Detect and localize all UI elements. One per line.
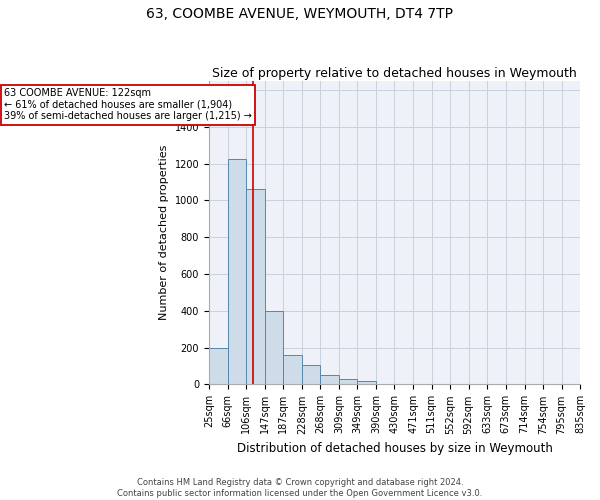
Title: Size of property relative to detached houses in Weymouth: Size of property relative to detached ho… (212, 66, 577, 80)
Bar (283, 355, 302, 384)
Bar (339, 379, 358, 384)
Bar (320, 375, 339, 384)
Bar (358, 381, 376, 384)
Bar (265, 311, 283, 384)
Text: 63 COOMBE AVENUE: 122sqm
← 61% of detached houses are smaller (1,904)
39% of sem: 63 COOMBE AVENUE: 122sqm ← 61% of detach… (4, 88, 252, 122)
Bar (302, 365, 320, 384)
Bar (209, 348, 227, 385)
X-axis label: Distribution of detached houses by size in Weymouth: Distribution of detached houses by size … (236, 442, 553, 455)
Y-axis label: Number of detached properties: Number of detached properties (159, 145, 169, 320)
Text: Contains HM Land Registry data © Crown copyright and database right 2024.
Contai: Contains HM Land Registry data © Crown c… (118, 478, 482, 498)
Bar (227, 159, 246, 384)
Text: 63, COOMBE AVENUE, WEYMOUTH, DT4 7TP: 63, COOMBE AVENUE, WEYMOUTH, DT4 7TP (146, 8, 454, 22)
Bar (246, 190, 265, 384)
